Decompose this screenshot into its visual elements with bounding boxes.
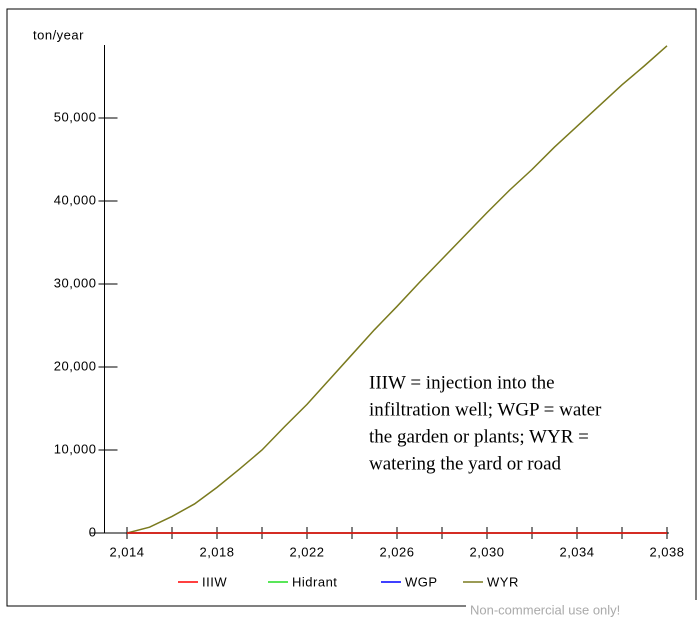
legend-label: WYR	[487, 574, 519, 589]
y-tick-label: 40,000	[54, 192, 97, 207]
watermark: Non-commercial use only!	[470, 602, 620, 617]
x-tick-label: 2,038	[649, 544, 684, 559]
series-line	[126, 45, 668, 534]
annotation: infiltration well; WGP = water	[369, 399, 602, 420]
watermark-bg	[466, 600, 699, 619]
x-tick-label: 2,018	[199, 544, 234, 559]
y-tick-label: 10,000	[54, 441, 97, 456]
x-tick-label: 2,026	[379, 544, 414, 559]
x-tick-label: 2,034	[559, 544, 594, 559]
legend-label: WGP	[405, 574, 438, 589]
x-tick-label: 2,014	[109, 544, 144, 559]
annotation: watering the yard or road	[369, 453, 562, 474]
legend-label: Hidrant	[292, 574, 337, 589]
frame	[6, 8, 697, 607]
y-tick-label: 0	[89, 524, 97, 539]
y-tick-label: 50,000	[54, 109, 97, 124]
x-tick-label: 2,022	[289, 544, 324, 559]
y-tick-label: 30,000	[54, 275, 97, 290]
legend-label: IIIW	[202, 574, 227, 589]
annotation: IIIW = injection into the	[369, 372, 555, 393]
y-tick-label: 20,000	[54, 358, 97, 373]
y-axis-label: ton/year	[33, 27, 84, 42]
x-tick-label: 2,030	[469, 544, 504, 559]
annotation: the garden or plants; WYR =	[369, 426, 589, 447]
